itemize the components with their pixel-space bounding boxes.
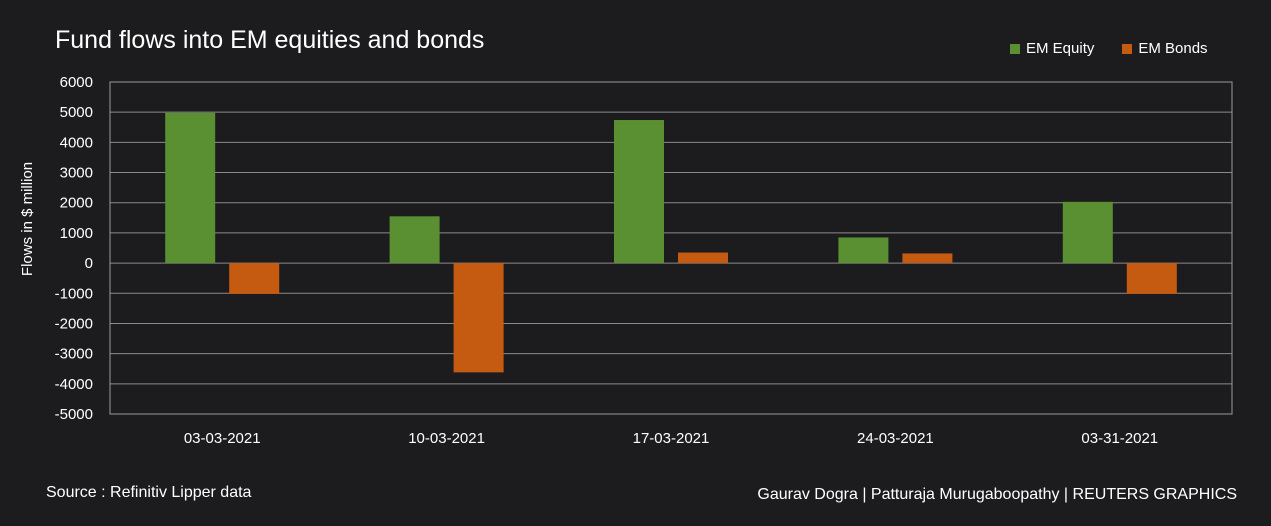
- plot-border: [109, 81, 1233, 415]
- legend-item-em-equity: EM Equity: [1010, 40, 1094, 57]
- bar-em-bonds-17-03-2021: [678, 252, 728, 264]
- bar-em-equity-10-03-2021: [389, 216, 440, 264]
- y-tick-label: 2000: [60, 195, 93, 212]
- source-note: Source : Refinitiv Lipper data: [46, 484, 252, 501]
- legend-swatch-em-equity: [1010, 43, 1020, 54]
- bar-em-bonds-10-03-2021: [453, 263, 504, 373]
- chart-canvas: 6000 5000 4000 3000 2000 1000 0 -1000 -2000 -3000…: [19, 74, 1233, 447]
- y-tick-label: -5000: [55, 406, 93, 423]
- bars: [165, 112, 1177, 373]
- bar-em-equity-03-03-2021: [165, 112, 216, 264]
- bar-em-equity-24-03-2021: [838, 237, 889, 264]
- x-tick-label: 24-03-2021: [857, 430, 934, 447]
- y-tick-label: -1000: [55, 285, 93, 302]
- legend-label-em-bonds: EM Bonds: [1138, 40, 1208, 57]
- y-tick-label: 6000: [60, 74, 93, 91]
- y-tick-label: -2000: [55, 315, 93, 332]
- x-tick-label: 03-03-2021: [184, 430, 261, 447]
- bar-em-bonds-24-03-2021: [902, 253, 953, 264]
- bar-em-equity-03-31-2021: [1062, 201, 1113, 264]
- x-tick-label: 10-03-2021: [408, 430, 485, 447]
- y-axis-label: Flows in $ million: [19, 162, 36, 276]
- credit-line: Gaurav Dogra | Patturaja Murugaboopathy …: [757, 486, 1237, 503]
- y-tick-label: -3000: [55, 346, 93, 363]
- bar-em-equity-17-03-2021: [614, 120, 664, 264]
- bar-em-bonds-03-03-2021: [229, 263, 280, 294]
- x-tick-labels: 03-03-2021 10-03-2021 17-03-2021 24-03-2021…: [184, 430, 1158, 447]
- bar-em-bonds-03-31-2021: [1126, 263, 1177, 294]
- y-tick-labels: 6000 5000 4000 3000 2000 1000 0 -1000 -2000 -3000…: [55, 74, 93, 423]
- y-tick-label: -4000: [55, 376, 93, 393]
- y-tick-label: 0: [85, 255, 93, 272]
- y-tick-label: 4000: [60, 134, 93, 151]
- legend-swatch-em-bonds: [1122, 43, 1133, 54]
- y-tick-label: 3000: [60, 165, 93, 182]
- y-tick-label: 5000: [60, 104, 93, 121]
- chart-legend: EM Equity EM Bonds: [1010, 40, 1208, 57]
- legend-label-em-equity: EM Equity: [1026, 40, 1095, 57]
- y-tick-label: 1000: [60, 225, 93, 242]
- chart-title: Fund flows into EM equities and bonds: [55, 26, 485, 54]
- x-tick-label: 03-31-2021: [1081, 430, 1158, 447]
- x-tick-label: 17-03-2021: [633, 430, 710, 447]
- legend-item-em-bonds: EM Bonds: [1122, 40, 1208, 57]
